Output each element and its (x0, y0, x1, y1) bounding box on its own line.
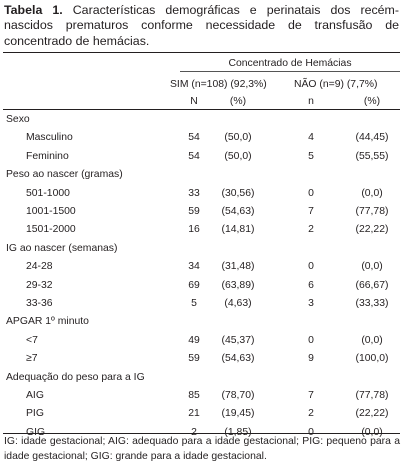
cell-value: (63,89) (221, 279, 255, 291)
section-title: APGAR 1º minuto (6, 316, 89, 328)
cell-value: 2 (308, 224, 314, 236)
subheader-0: N (190, 96, 198, 107)
cell-value: (45,37) (221, 334, 255, 346)
cell-value: (77,78) (355, 390, 389, 401)
row-label: 24-28 (26, 261, 53, 273)
bottom-rule (3, 433, 400, 434)
table-caption: Tabela 1. Características demográficas e… (4, 3, 399, 49)
cell-value: (22,22) (355, 408, 389, 420)
subheader-2: n (308, 96, 314, 107)
cell-value: (4,63) (224, 298, 252, 309)
row-label: 29-32 (26, 279, 53, 291)
cell-value: (44,45) (355, 132, 389, 144)
cell-value: (54,63) (221, 206, 255, 217)
header-sim: SIM (n=108) (92,3%) (170, 79, 267, 90)
cell-value: (0,0) (361, 426, 383, 438)
cell-value: 0 (308, 334, 314, 346)
cell-value: (19,45) (221, 408, 255, 420)
cell-value: 0 (308, 261, 314, 273)
cell-value: (78,70) (221, 390, 255, 401)
cell-value: (50,0) (224, 132, 252, 144)
cell-value: (31,48) (221, 261, 255, 273)
section-title: Sexo (6, 114, 30, 125)
cell-value: 9 (308, 353, 314, 365)
cell-value: 59 (188, 206, 200, 217)
cell-value: 21 (188, 408, 200, 420)
cell-value: (54,63) (221, 353, 255, 365)
subheader-1: (%) (229, 96, 247, 107)
cell-value: 54 (188, 132, 200, 144)
cell-value: (100,0) (355, 353, 389, 365)
cell-value: 59 (188, 353, 200, 365)
cell-value: (33,33) (355, 298, 389, 309)
section-title: IG ao nascer (semanas) (6, 242, 118, 254)
row-label: <7 (26, 334, 38, 346)
cell-value: (22,22) (355, 224, 389, 236)
row-label: GIG (26, 426, 46, 438)
cell-value: (14,81) (221, 224, 255, 236)
subheader-3: (%) (363, 96, 381, 107)
header-rule (3, 109, 400, 110)
cell-value: (0,0) (361, 334, 383, 346)
cell-value: (66,67) (355, 279, 389, 291)
cell-value: 5 (308, 150, 314, 162)
caption-text: Características demográficas e perinatai… (4, 3, 400, 48)
top-rule (3, 52, 400, 53)
row-label: Feminino (26, 150, 69, 162)
cell-value: (77,78) (355, 206, 389, 217)
cell-value: 5 (191, 298, 197, 309)
row-label: 1001-1500 (26, 206, 76, 217)
row-label: 1501-2000 (26, 224, 76, 236)
cell-value: 4 (308, 132, 314, 144)
row-label: 33-36 (26, 298, 53, 309)
cell-value: 0 (308, 187, 314, 199)
section-title: Peso ao nascer (gramas) (6, 169, 123, 181)
cell-value: 7 (308, 390, 314, 401)
cell-value: (50,0) (224, 150, 252, 162)
cell-value: 6 (308, 279, 314, 291)
cell-value: 85 (188, 390, 200, 401)
row-label: PIG (26, 408, 44, 420)
cell-value: 16 (188, 224, 200, 236)
cell-value: 49 (188, 334, 200, 346)
cell-value: 2 (191, 426, 197, 438)
footnote: IG: idade gestacional; AIG: adequado par… (4, 436, 400, 462)
caption-label: Tabela 1. (4, 3, 63, 17)
cell-value: 2 (308, 408, 314, 420)
cell-value: 7 (308, 206, 314, 217)
cell-value: 33 (188, 187, 200, 199)
cell-value: 54 (188, 150, 200, 162)
cell-value: (55,55) (355, 150, 389, 162)
group-header: Concentrado de Hemácias (228, 58, 352, 69)
cell-value: 69 (188, 279, 200, 291)
cell-value: (1,85) (224, 426, 252, 438)
cell-value: (0,0) (361, 261, 383, 273)
cell-value: (0,0) (361, 187, 383, 199)
row-label: AIG (26, 390, 44, 401)
header-nao: NÃO (n=9) (7,7%) (294, 79, 378, 90)
row-label: Masculino (26, 132, 73, 144)
cell-value: 34 (188, 261, 200, 273)
section-title: Adequação do peso para a IG (6, 371, 145, 383)
cell-value: 3 (308, 298, 314, 309)
group-rule (180, 71, 400, 72)
row-label: ≥7 (26, 353, 38, 365)
row-label: 501-1000 (26, 187, 70, 199)
cell-value: 0 (308, 426, 314, 438)
cell-value: (30,56) (221, 187, 255, 199)
